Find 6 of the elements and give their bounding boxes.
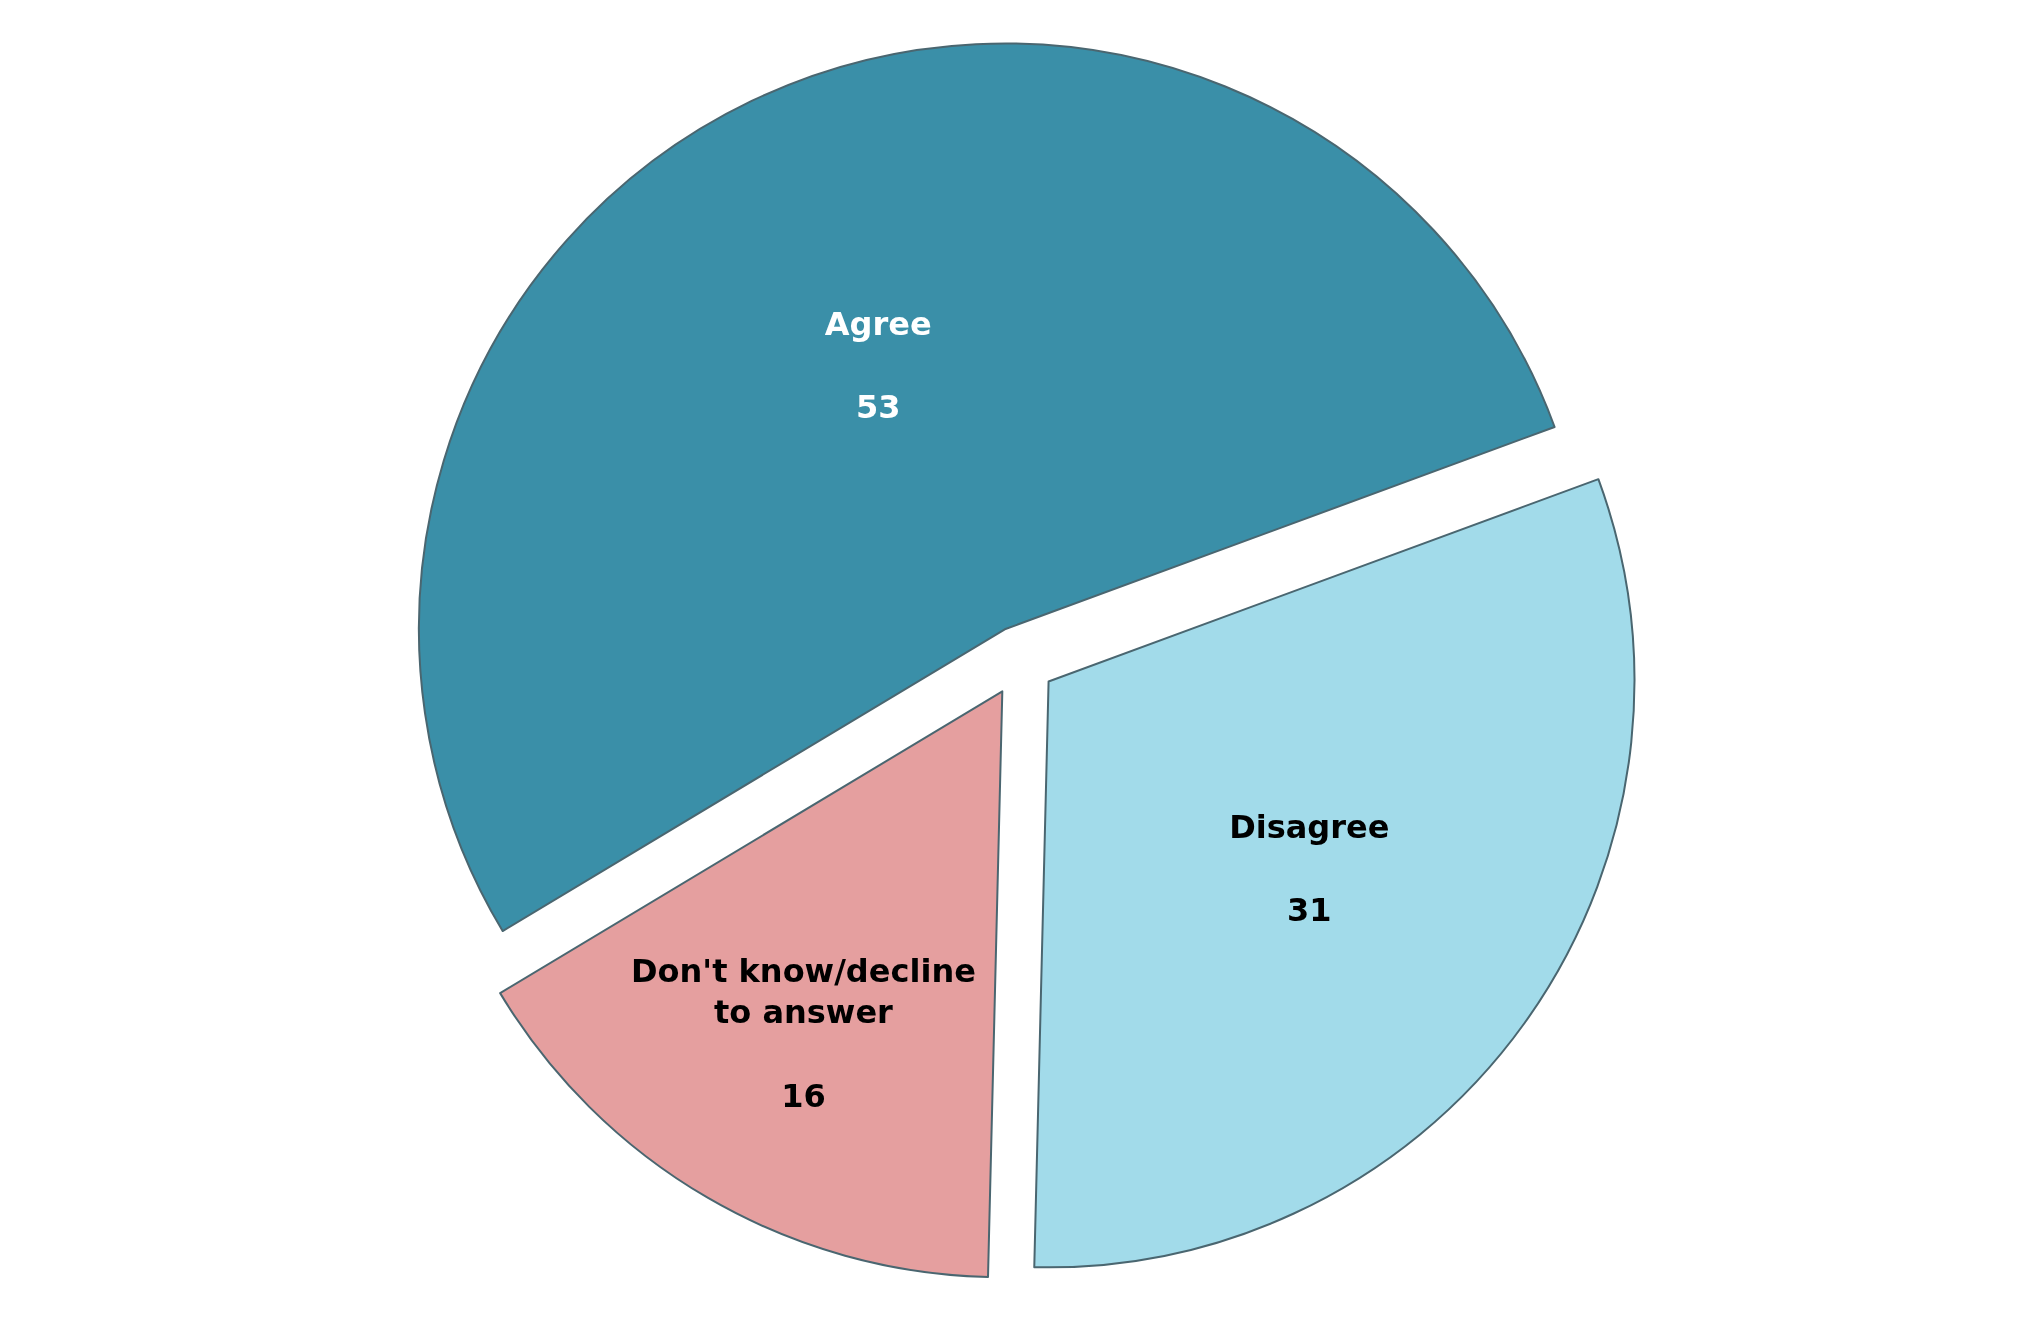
data-label: 31 [1287, 890, 1332, 929]
data-label: 16 [781, 1076, 826, 1115]
data-label: 53 [855, 387, 901, 426]
slice-label: Don't know/decline to answer [631, 951, 976, 1032]
slice-label: Agree [824, 304, 932, 343]
slice-label: Disagree [1229, 807, 1390, 846]
